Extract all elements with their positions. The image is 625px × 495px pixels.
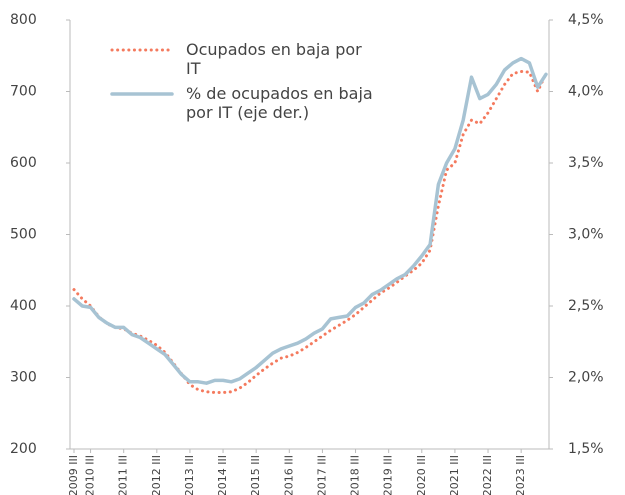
legend-entry: % de ocupados en baja por IT (eje der.) <box>108 84 398 122</box>
y2-tick-label: 3,0% <box>568 227 604 243</box>
x-tick-label: 2013 III <box>183 455 196 495</box>
y2-tick-label: 3,5% <box>568 155 604 171</box>
x-tick-label: 2009 III <box>67 455 80 495</box>
y-tick-label: 800 <box>10 12 37 28</box>
y-tick-label: 600 <box>10 155 37 171</box>
y-tick-label: 300 <box>10 370 37 386</box>
series-line <box>72 56 548 385</box>
y2-tick-label: 1,5% <box>568 441 604 457</box>
x-tick-label: 2022 III <box>481 455 494 495</box>
legend-label: Ocupados en baja por IT <box>186 40 362 78</box>
y2-tick-label: 4,5% <box>568 12 604 28</box>
y-tick-label: 700 <box>10 84 37 100</box>
legend-swatch <box>110 48 174 52</box>
legend-swatch <box>110 92 174 96</box>
x-tick-label: 2016 III <box>282 455 295 495</box>
x-tick-label: 2020 III <box>415 455 428 495</box>
x-tick-label: 2017 III <box>315 455 328 495</box>
legend-label: % de ocupados en baja por IT (eje der.) <box>186 84 373 122</box>
legend: Ocupados en baja por IT % de ocupados en … <box>108 40 398 128</box>
x-tick-label: 2019 III <box>382 455 395 495</box>
y-tick-label: 500 <box>10 227 37 243</box>
x-tick-label: 2023 III <box>514 455 527 495</box>
x-tick-label: 2018 III <box>349 455 362 495</box>
y2-tick-label: 2,5% <box>568 298 604 314</box>
x-tick-label: 2012 III <box>150 455 163 495</box>
x-tick-label: 2021 III <box>448 455 461 495</box>
x-tick-label: 2014 III <box>216 455 229 495</box>
y2-tick-label: 2,0% <box>568 370 604 386</box>
y-tick-label: 400 <box>10 298 37 314</box>
x-tick-label: 2015 III <box>249 455 262 495</box>
x-tick-label: 2011 III <box>117 455 130 495</box>
legend-entry: Ocupados en baja por IT <box>108 40 398 78</box>
y2-tick-label: 4,0% <box>568 84 604 100</box>
x-tick-label: 2010 III <box>84 455 97 495</box>
y-tick-label: 200 <box>10 441 37 457</box>
